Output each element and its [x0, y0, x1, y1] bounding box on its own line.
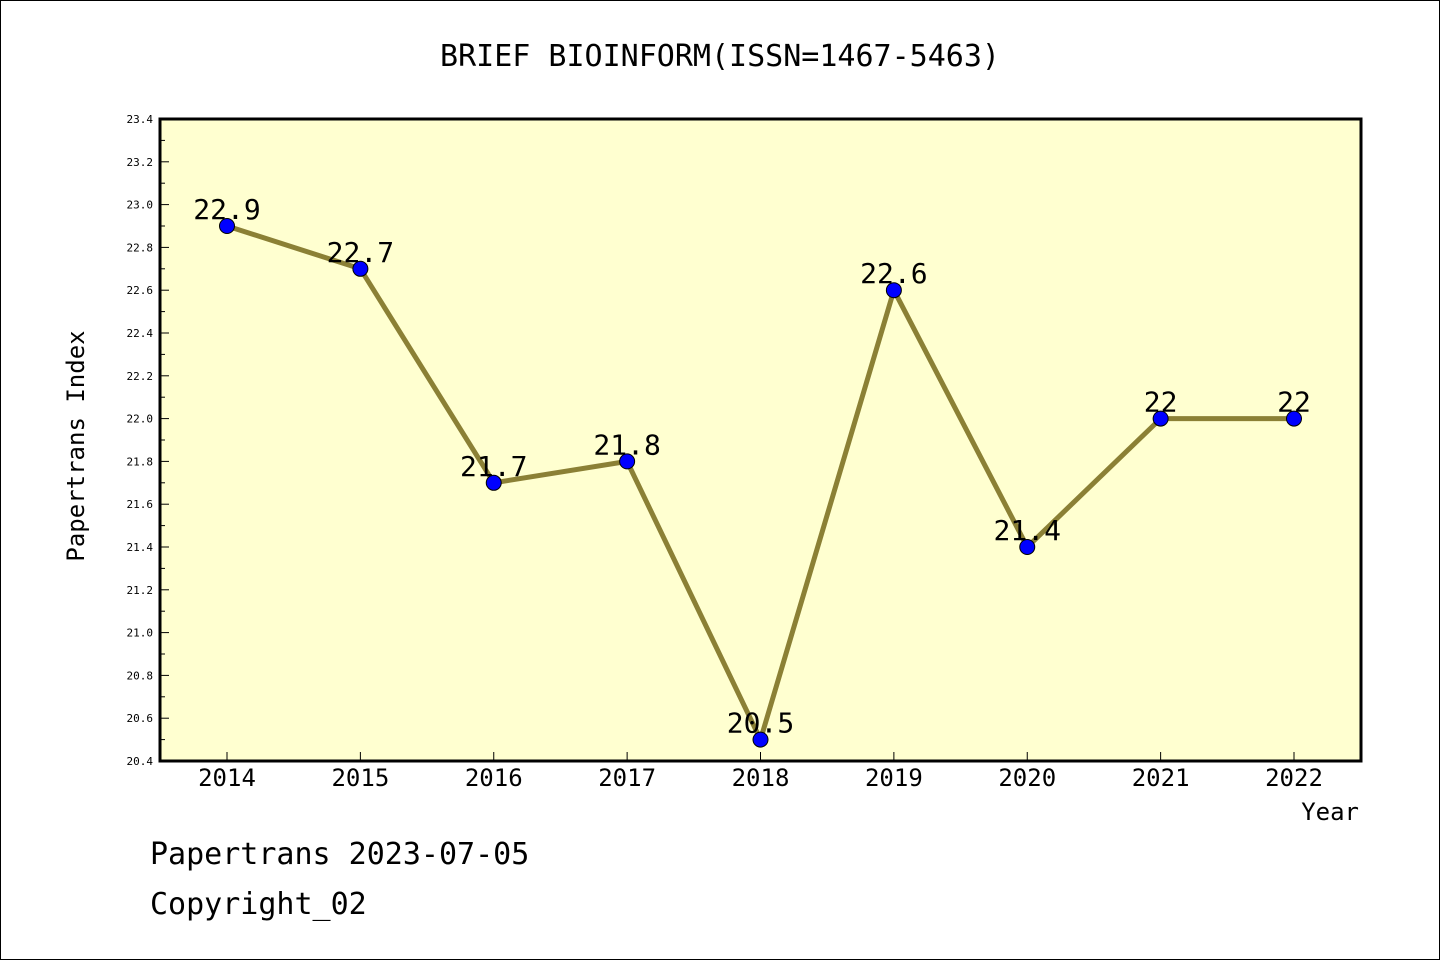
y-tick-label: 22.4 [127, 327, 154, 340]
y-axis: 20.4 20.6 20.8 21.0 21.2 21.4 21.6 21.8 22.0 22.2… [127, 113, 169, 768]
data-point-marker [1019, 539, 1036, 555]
x-axis-label: Year [1301, 798, 1359, 826]
data-point-marker [485, 474, 502, 491]
x-axis: 2014 2015 2016 2017 2018 2019 2020 2021 2022 [198, 752, 1323, 792]
data-point-marker [219, 218, 235, 234]
x-tick-label: 2019 [865, 764, 923, 792]
footer-copyright: Copyright_02 [150, 887, 367, 922]
y-tick-label: 20.8 [127, 669, 154, 682]
data-label: 22.9 [193, 193, 260, 226]
x-tick-label: 2017 [598, 764, 656, 792]
x-tick-label: 2021 [1132, 764, 1190, 792]
y-tick-label: 20.6 [127, 712, 154, 725]
data-labels-group: 22.9 22.7 21.7 21.8 20.5 22.6 21.4 22 22 [193, 193, 1311, 740]
data-label: 22 [1144, 386, 1178, 419]
data-point-marker [352, 260, 369, 277]
y-tick-label: 22.0 [127, 413, 154, 426]
data-label: 21.8 [593, 428, 660, 461]
x-tick-label: 2018 [732, 764, 790, 792]
y-tick-label: 23.4 [127, 113, 154, 126]
y-tick-label: 21.2 [127, 584, 154, 597]
data-point-marker [885, 282, 902, 299]
data-label: 22 [1277, 386, 1311, 419]
footer-date: Papertrans 2023-07-05 [150, 837, 529, 872]
y-tick-label: 23.2 [127, 156, 154, 169]
data-point-marker [1286, 410, 1302, 427]
y-tick-label: 21.0 [127, 627, 154, 640]
data-label: 21.4 [994, 514, 1061, 547]
chart-title: BRIEF BIOINFORM(ISSN=1467-5463) [440, 39, 1000, 74]
data-label: 22.7 [327, 236, 394, 269]
x-tick-label: 2014 [198, 764, 256, 792]
y-tick-label: 20.4 [127, 755, 154, 768]
data-point-marker [1152, 410, 1169, 427]
x-tick-label: 2016 [465, 764, 523, 792]
data-label: 22.6 [860, 257, 927, 290]
y-tick-label: 21.8 [127, 455, 154, 468]
y-tick-label: 22.6 [127, 284, 154, 297]
x-tick-label: 2020 [998, 764, 1056, 792]
y-axis-label: Papertrans Index [62, 330, 90, 561]
y-tick-label: 22.2 [127, 370, 154, 383]
plot-area [158, 117, 1363, 763]
y-tick-label: 21.6 [127, 498, 154, 511]
y-tick-label: 22.8 [127, 241, 154, 254]
data-point-marker [752, 731, 769, 748]
y-tick-label: 21.4 [127, 541, 154, 554]
markers-group [219, 218, 1302, 748]
x-tick-label: 2022 [1265, 764, 1323, 792]
data-label: 21.7 [460, 450, 527, 483]
data-label: 20.5 [727, 707, 794, 740]
y-tick-label: 23.0 [127, 199, 154, 212]
x-tick-label: 2015 [331, 764, 389, 792]
data-point-marker [619, 453, 636, 470]
